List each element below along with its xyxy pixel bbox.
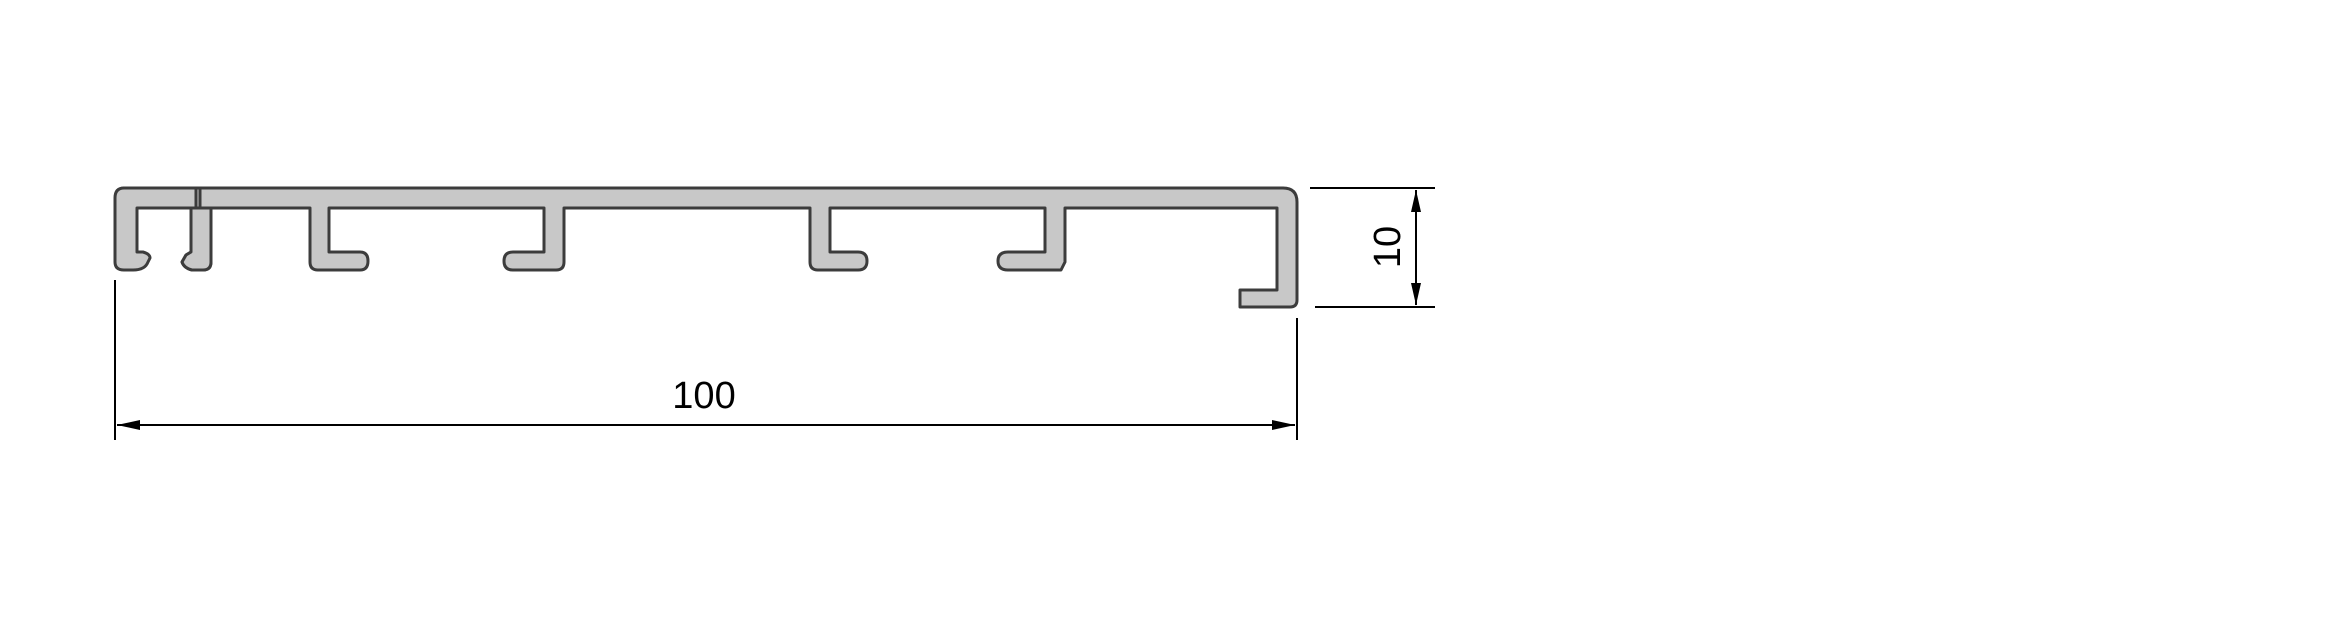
height-arrow-bottom	[1411, 283, 1421, 305]
width-dimension-label: 100	[672, 375, 735, 417]
profile-cross-section	[122, 186, 1299, 309]
height-dimension-label: 10	[1367, 226, 1409, 268]
profile-left-hook	[122, 186, 213, 272]
width-arrow-left	[117, 420, 140, 430]
width-arrow-right	[1272, 420, 1295, 430]
height-arrow-top	[1411, 190, 1421, 212]
profile-left-wall	[113, 186, 198, 272]
